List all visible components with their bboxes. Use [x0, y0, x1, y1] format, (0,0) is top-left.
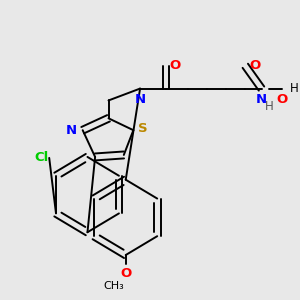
Text: H: H — [290, 82, 299, 95]
Text: O: O — [170, 59, 181, 72]
Text: O: O — [120, 267, 131, 280]
Text: N: N — [256, 93, 267, 106]
Text: Cl: Cl — [34, 152, 49, 164]
Text: N: N — [134, 93, 146, 106]
Text: O: O — [276, 93, 287, 106]
Text: CH₃: CH₃ — [104, 281, 124, 291]
Text: N: N — [66, 124, 77, 137]
Text: O: O — [249, 59, 260, 72]
Text: H: H — [264, 100, 273, 113]
Text: S: S — [138, 122, 148, 135]
